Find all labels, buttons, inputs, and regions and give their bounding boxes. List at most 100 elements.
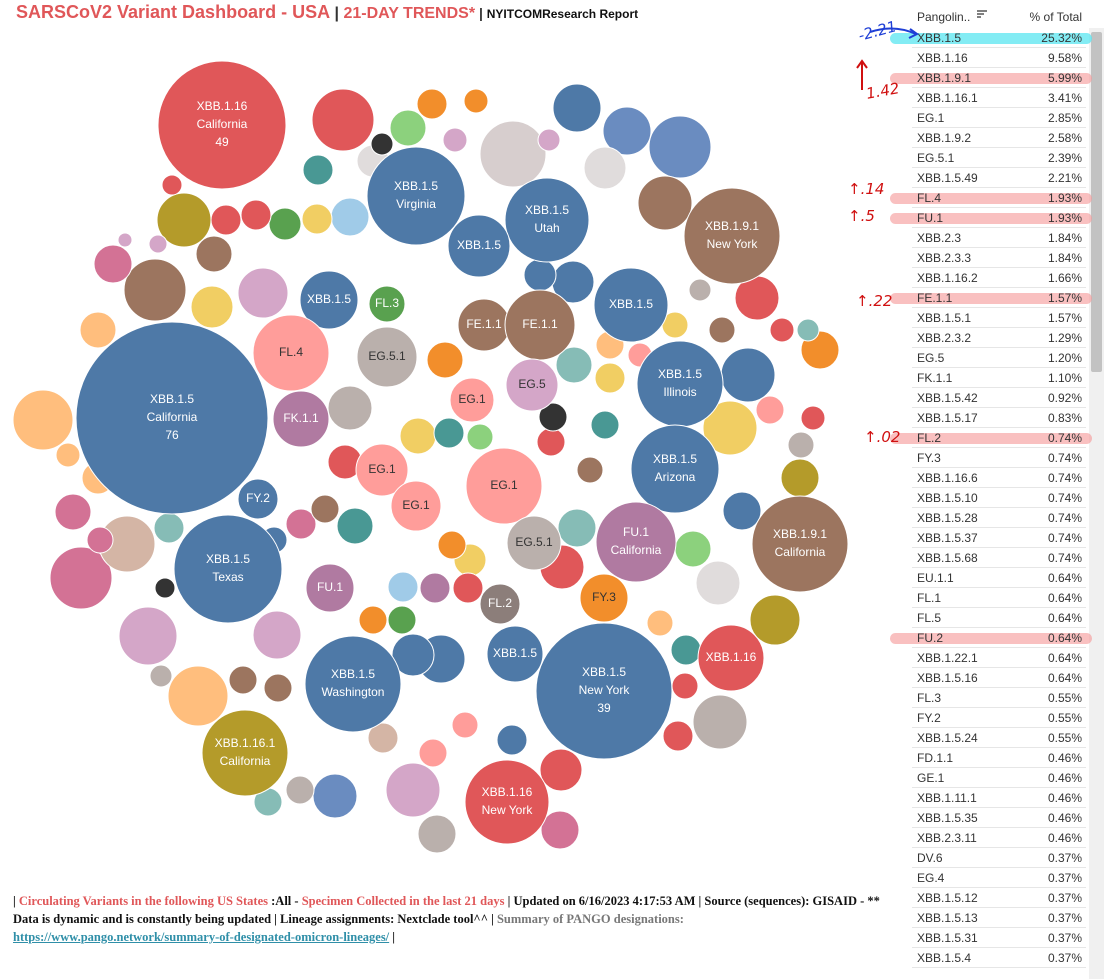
bubble bbox=[708, 316, 736, 344]
percent-total: 1.66% bbox=[1047, 271, 1082, 285]
bubble bbox=[301, 203, 333, 235]
bubble bbox=[367, 722, 399, 754]
percent-total: 0.74% bbox=[1047, 451, 1082, 465]
bubble bbox=[466, 423, 494, 451]
table-row: FL.3 0.55% bbox=[912, 688, 1086, 708]
lineage-name: XBB.1.5.16 bbox=[917, 671, 978, 685]
lineage-name: XBB.1.16 bbox=[917, 51, 968, 65]
lineage-name: EG.4 bbox=[917, 871, 945, 885]
bubble bbox=[720, 347, 776, 403]
bubble-label: California bbox=[197, 117, 248, 131]
table-row: XBB.1.11.1 0.46% bbox=[912, 788, 1086, 808]
bubble bbox=[579, 573, 629, 623]
lineage-name: XBB.1.5.24 bbox=[917, 731, 978, 745]
lineage-name: FD.1.1 bbox=[917, 751, 954, 765]
table-row: XBB.1.5.10 0.74% bbox=[912, 488, 1086, 508]
bubble bbox=[683, 187, 781, 285]
percent-total: 0.92% bbox=[1047, 391, 1082, 405]
bubble-label: EG.5.1 bbox=[515, 535, 553, 549]
lineage-name: XBB.1.5.12 bbox=[917, 891, 978, 905]
percent-total: 0.64% bbox=[1047, 611, 1082, 625]
table-row: FY.3 0.74% bbox=[912, 448, 1086, 468]
sort-icon[interactable] bbox=[976, 8, 988, 23]
percent-total: 9.58% bbox=[1047, 51, 1082, 65]
lineage-name: XBB.1.5.49 bbox=[917, 171, 978, 185]
percent-total: 0.37% bbox=[1047, 931, 1082, 945]
scrollbar-thumb[interactable] bbox=[1091, 32, 1102, 372]
bubble bbox=[555, 346, 593, 384]
row-separator bbox=[912, 547, 1086, 548]
table-row: XBB.1.9.1 5.99% bbox=[890, 68, 1092, 88]
percent-total: 0.64% bbox=[1047, 631, 1082, 645]
percent-total: 0.64% bbox=[1047, 671, 1082, 685]
lineage-name: FY.2 bbox=[917, 711, 941, 725]
link[interactable]: https://www.pango.network/summary-of-des… bbox=[13, 930, 390, 944]
bubble-label: New York bbox=[482, 803, 534, 817]
lineage-name: FL.4 bbox=[917, 191, 942, 205]
lineage-name: FL.3 bbox=[917, 691, 942, 705]
title-part: | bbox=[330, 5, 344, 22]
bubble bbox=[154, 577, 176, 599]
bubble-label: Virginia bbox=[396, 197, 436, 211]
bubble bbox=[800, 405, 826, 431]
handwritten-note: ↑.14 bbox=[848, 180, 885, 198]
handwritten-note: ↑.22 bbox=[856, 292, 893, 310]
bubble bbox=[49, 546, 113, 610]
percent-total: 1.84% bbox=[1047, 231, 1082, 245]
row-separator bbox=[912, 767, 1086, 768]
bubble bbox=[157, 60, 287, 190]
lineage-name: XBB.1.5.17 bbox=[917, 411, 978, 425]
bubble bbox=[479, 583, 521, 625]
bubble bbox=[692, 694, 748, 750]
bubble bbox=[504, 177, 590, 263]
percent-total: 0.74% bbox=[1047, 551, 1082, 565]
row-separator bbox=[912, 247, 1086, 248]
bubble-label: XBB.1.16 bbox=[197, 99, 248, 113]
title-part: | bbox=[475, 5, 487, 21]
bubble bbox=[117, 232, 133, 248]
bubble bbox=[173, 514, 283, 624]
bubble-label: XBB.1.16 bbox=[706, 650, 757, 664]
bubble bbox=[399, 417, 437, 455]
bubble bbox=[557, 508, 597, 548]
bubble-chart: XBB.1.16 California 49 XBB.1.5 Virginia XBB.1… bbox=[12, 60, 849, 854]
percent-total: 25.32% bbox=[1041, 31, 1082, 45]
table-row: FK.1.1 1.10% bbox=[912, 368, 1086, 388]
lineage-name: FU.2 bbox=[917, 631, 944, 645]
bubble-label: Washington bbox=[322, 685, 385, 699]
table-row: XBB.1.5.4 0.37% bbox=[912, 948, 1086, 968]
bubble bbox=[201, 709, 289, 797]
highlight-mark bbox=[890, 293, 1092, 304]
row-separator bbox=[912, 87, 1086, 88]
percent-total: 0.74% bbox=[1047, 531, 1082, 545]
row-separator bbox=[912, 47, 1086, 48]
bubble bbox=[263, 673, 293, 703]
bubble bbox=[486, 625, 544, 683]
footer-text: | Updated on 6/16/2023 4:17:53 AM | Sour… bbox=[13, 894, 880, 926]
bubble bbox=[755, 395, 785, 425]
bubble bbox=[593, 267, 669, 343]
bubble bbox=[590, 410, 620, 440]
table-row: FE.1.1 1.57% bbox=[890, 288, 1092, 308]
bubble bbox=[417, 814, 457, 854]
percent-total: 0.74% bbox=[1047, 471, 1082, 485]
handwritten-note: ↑.5 bbox=[848, 207, 875, 225]
bubble bbox=[433, 417, 465, 449]
row-separator bbox=[912, 527, 1086, 528]
bubble-label: FE.1.1 bbox=[522, 317, 558, 331]
bubble bbox=[769, 317, 795, 343]
table-row: EG.1 2.85% bbox=[912, 108, 1086, 128]
table-row: XBB.1.16.2 1.66% bbox=[912, 268, 1086, 288]
bubble bbox=[796, 318, 820, 342]
lineage-name: GE.1 bbox=[917, 771, 945, 785]
bubble bbox=[449, 377, 495, 423]
table-row: FY.2 0.55% bbox=[912, 708, 1086, 728]
lineage-name: XBB.1.5.68 bbox=[917, 551, 978, 565]
lineage-name: FL.1 bbox=[917, 591, 942, 605]
bubble-label: FE.1.1 bbox=[466, 317, 502, 331]
lineage-name: FK.1.1 bbox=[917, 371, 953, 385]
bubble bbox=[285, 508, 317, 540]
lineage-name: FL.2 bbox=[917, 431, 942, 445]
lineage-name: XBB.1.5.4 bbox=[917, 951, 972, 965]
row-separator bbox=[912, 327, 1086, 328]
